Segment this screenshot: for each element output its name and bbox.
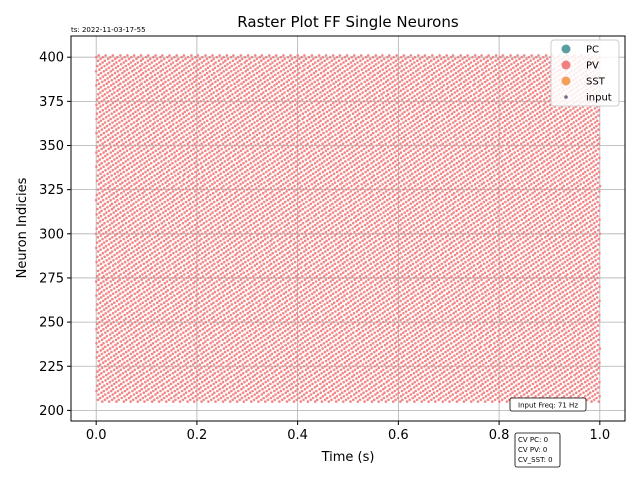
legend-label-input: input [586, 93, 612, 104]
chart-title: Raster Plot FF Single Neurons [237, 13, 459, 31]
x-tick-label: 1.0 [589, 428, 610, 443]
y-ticks: 200 225 250 275 300 325 350 375 400 [39, 51, 71, 419]
legend: PC PV SST input [550, 39, 620, 107]
x-tick-label: 0.6 [388, 428, 409, 443]
y-tick-label: 300 [39, 227, 64, 242]
cv-box: CV PC: 0 CV PV: 0 CV_SST: 0 [514, 432, 561, 468]
cv-pc-label: CV PC: 0 [518, 436, 548, 444]
legend-marker-sst [561, 76, 571, 86]
x-tick-label: 0.4 [287, 428, 308, 443]
y-tick-label: 200 [39, 404, 64, 419]
y-tick-label: 275 [39, 271, 64, 286]
legend-marker-pc [561, 44, 571, 54]
legend-label-pc: PC [586, 45, 599, 56]
cv-sst-label: CV_SST: 0 [518, 456, 553, 464]
legend-box [550, 39, 620, 107]
x-tick-label: 0.2 [187, 428, 208, 443]
legend-label-sst: SST [586, 77, 606, 88]
y-tick-label: 325 [39, 183, 64, 198]
legend-marker-input [564, 95, 568, 99]
x-axis-label: Time (s) [321, 450, 375, 465]
plot-frame [70, 35, 626, 422]
y-tick-label: 250 [39, 316, 64, 331]
x-ticks: 0.0 0.2 0.4 0.6 0.8 1.0 [86, 421, 610, 443]
legend-marker-pv [561, 60, 571, 70]
input-freq-box: Input Freq: 71 Hz [509, 397, 587, 412]
legend-label-pv: PV [586, 61, 599, 72]
y-tick-label: 400 [39, 51, 64, 66]
x-tick-label: 0.8 [489, 428, 510, 443]
spike-points [94, 54, 602, 403]
pv-spike-marks [94, 54, 602, 403]
cv-pv-label: CV PV: 0 [518, 446, 547, 454]
y-tick-label: 350 [39, 139, 64, 154]
y-tick-label: 225 [39, 360, 64, 375]
y-axis-label: Neuron Indicies [15, 177, 30, 278]
timestamp-label: ts: 2022-11-03-17-55 [71, 26, 146, 34]
input-freq-label: Input Freq: 71 Hz [518, 402, 578, 410]
x-tick-label: 0.0 [86, 428, 107, 443]
y-tick-label: 375 [39, 95, 64, 110]
